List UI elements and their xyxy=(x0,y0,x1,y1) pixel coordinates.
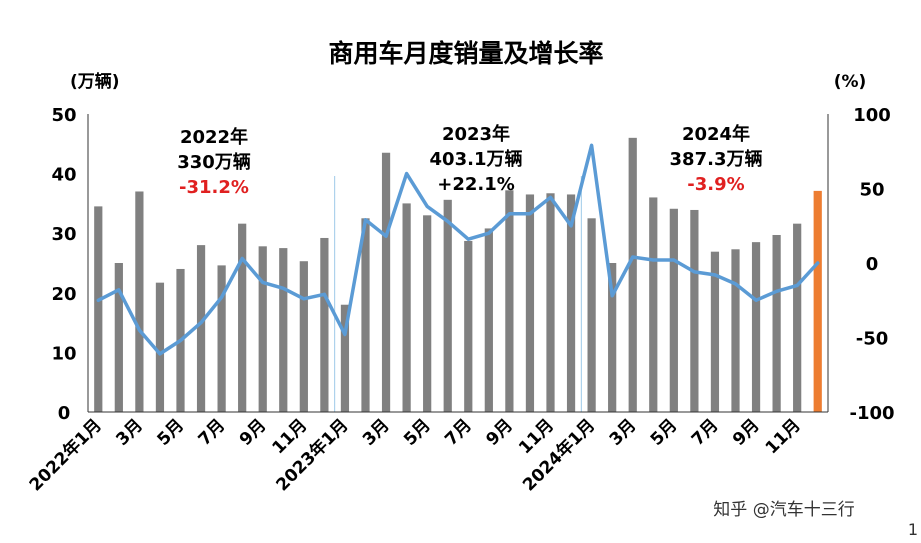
bar xyxy=(587,218,596,412)
right-axis-unit: (%) xyxy=(834,72,867,92)
bar xyxy=(320,237,329,412)
axes xyxy=(87,114,829,413)
bar xyxy=(566,194,576,412)
bar xyxy=(443,199,452,412)
x-tick-label: 7月 xyxy=(441,415,476,450)
bar xyxy=(217,265,226,412)
bar xyxy=(402,203,411,412)
page-number: 1 xyxy=(908,520,918,539)
bar xyxy=(484,228,493,412)
bar xyxy=(793,223,802,412)
left-tick-label: 50 xyxy=(51,105,76,126)
bar xyxy=(813,190,822,412)
left-tick-label: 10 xyxy=(51,343,76,364)
x-tick-label: 7月 xyxy=(688,415,723,450)
left-tick-label: 20 xyxy=(51,284,76,305)
bar xyxy=(690,209,699,412)
bar xyxy=(196,245,206,412)
growth-line-series xyxy=(96,143,820,356)
x-tick-label: 7月 xyxy=(195,415,230,450)
annotation-2022-growth: -31.2% xyxy=(179,177,249,198)
bar xyxy=(381,152,391,413)
annotation-2023: 2023年 403.1万辆 +22.1% xyxy=(430,123,523,195)
x-tick-label: 5月 xyxy=(647,415,682,450)
bar xyxy=(299,261,308,412)
x-tick-label: 5月 xyxy=(400,415,435,450)
bar xyxy=(710,251,720,412)
chart-title: 商用车月度销量及增长率 xyxy=(328,39,603,68)
bar xyxy=(731,249,740,412)
bar xyxy=(238,223,247,412)
x-tick-label: 9月 xyxy=(482,415,517,450)
x-tick-label: 9月 xyxy=(729,415,764,450)
bar xyxy=(155,282,165,412)
x-tick-label: 5月 xyxy=(153,415,188,450)
right-tick-label: 100 xyxy=(853,105,891,126)
bar-series xyxy=(94,137,822,413)
left-tick-label: 40 xyxy=(51,165,76,186)
x-tick-label: 11月 xyxy=(762,415,805,458)
annotation-2024-growth: -3.9% xyxy=(687,174,744,195)
bar xyxy=(525,194,535,412)
x-tick-label: 2022年1月 xyxy=(25,415,106,496)
bar xyxy=(751,242,761,412)
x-tick-label: 9月 xyxy=(236,415,271,450)
bar xyxy=(361,218,370,412)
right-tick-label: 0 xyxy=(866,254,879,275)
x-tick-label: 3月 xyxy=(112,415,147,450)
left-tick-label: 30 xyxy=(51,224,76,245)
bar xyxy=(669,208,678,412)
bar xyxy=(608,263,617,412)
bar xyxy=(423,215,432,412)
growth-line xyxy=(96,143,820,356)
annotation-2023-year: 2023年 xyxy=(442,123,510,145)
annotation-2024-volume: 387.3万辆 xyxy=(670,148,763,170)
bar xyxy=(94,206,103,412)
right-tick-label: -50 xyxy=(856,329,889,350)
bar xyxy=(135,191,144,412)
annotation-2022-volume: 330万辆 xyxy=(177,151,251,173)
annotation-2023-volume: 403.1万辆 xyxy=(430,148,523,170)
annotation-2023-growth: +22.1% xyxy=(437,174,515,195)
x-tick-label: 3月 xyxy=(359,415,394,450)
bar xyxy=(505,190,514,412)
right-tick-label: 50 xyxy=(859,180,884,201)
left-tick-label: 0 xyxy=(58,403,71,424)
left-axis-unit: (万辆) xyxy=(70,71,120,92)
bar xyxy=(628,137,637,412)
source-watermark: 知乎 @汽车十三行 xyxy=(713,500,854,520)
bar xyxy=(340,304,350,412)
bar xyxy=(464,240,473,412)
bar xyxy=(772,234,781,412)
annotation-2022: 2022年 330万辆 -31.2% xyxy=(177,126,251,198)
bar xyxy=(546,193,555,412)
bar xyxy=(258,246,267,412)
annotation-2022-year: 2022年 xyxy=(180,126,248,148)
bar xyxy=(279,248,288,412)
plot-area xyxy=(334,176,582,412)
right-axis-ticks: -100 -50 0 50 100 xyxy=(849,105,894,424)
right-tick-label: -100 xyxy=(849,403,894,424)
bar xyxy=(114,263,123,412)
x-tick-label: 3月 xyxy=(606,415,641,450)
annotation-2024-year: 2024年 xyxy=(682,123,750,145)
bar xyxy=(649,197,658,412)
annotation-2024: 2024年 387.3万辆 -3.9% xyxy=(670,123,763,195)
left-axis-ticks: 0 10 20 30 40 50 xyxy=(51,105,76,424)
